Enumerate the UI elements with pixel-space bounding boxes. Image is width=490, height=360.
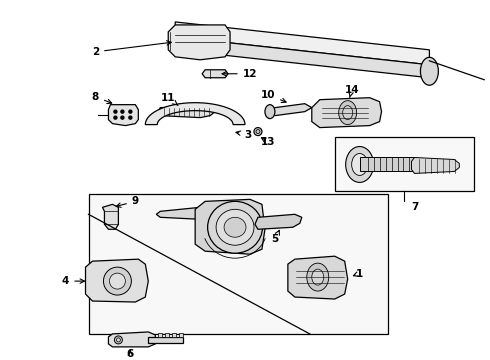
Ellipse shape [129, 116, 132, 119]
Text: 9: 9 [116, 196, 139, 207]
Ellipse shape [256, 130, 260, 134]
Ellipse shape [307, 263, 329, 291]
Polygon shape [255, 214, 302, 229]
Ellipse shape [121, 116, 124, 119]
Ellipse shape [117, 338, 121, 342]
Bar [179, 333, 183, 337]
Bar [165, 333, 169, 337]
Polygon shape [312, 98, 382, 127]
Polygon shape [102, 204, 119, 229]
Text: 11: 11 [161, 93, 178, 105]
Ellipse shape [265, 105, 275, 118]
Polygon shape [175, 37, 429, 78]
Ellipse shape [345, 147, 373, 183]
Ellipse shape [103, 267, 131, 295]
Bar [158, 333, 162, 337]
Polygon shape [146, 103, 245, 125]
Text: 4: 4 [62, 276, 84, 286]
Ellipse shape [216, 209, 254, 245]
Text: 3: 3 [236, 130, 252, 140]
Polygon shape [288, 256, 348, 299]
Bar [148, 337, 183, 343]
Text: 6: 6 [127, 349, 134, 359]
Polygon shape [270, 104, 312, 116]
Ellipse shape [352, 153, 368, 175]
Bar [360, 157, 415, 171]
Ellipse shape [109, 273, 125, 289]
Text: 2: 2 [92, 41, 171, 57]
Polygon shape [412, 157, 459, 174]
Ellipse shape [254, 127, 262, 136]
Polygon shape [108, 332, 155, 347]
Text: 5: 5 [271, 230, 279, 244]
Text: 1: 1 [356, 269, 363, 279]
Text: 14: 14 [344, 85, 359, 98]
Ellipse shape [312, 269, 324, 285]
Text: 8: 8 [92, 92, 112, 104]
Polygon shape [156, 207, 215, 219]
Text: 13: 13 [261, 136, 275, 147]
Polygon shape [86, 259, 148, 302]
Ellipse shape [129, 110, 132, 113]
Bar [172, 333, 176, 337]
Polygon shape [168, 25, 230, 60]
Polygon shape [108, 105, 138, 126]
Ellipse shape [339, 101, 357, 125]
Polygon shape [202, 70, 228, 78]
Ellipse shape [115, 336, 122, 344]
Ellipse shape [343, 106, 353, 120]
Polygon shape [195, 199, 265, 254]
Ellipse shape [420, 57, 439, 85]
Text: 10: 10 [261, 90, 286, 103]
Polygon shape [158, 106, 215, 118]
Ellipse shape [114, 110, 117, 113]
Polygon shape [175, 22, 429, 65]
Text: 7: 7 [411, 202, 418, 212]
Bar [89, 194, 388, 334]
Ellipse shape [224, 217, 246, 237]
Ellipse shape [121, 110, 124, 113]
Ellipse shape [208, 201, 263, 253]
Text: 12: 12 [222, 69, 257, 79]
Bar [335, 136, 474, 192]
Ellipse shape [114, 116, 117, 119]
